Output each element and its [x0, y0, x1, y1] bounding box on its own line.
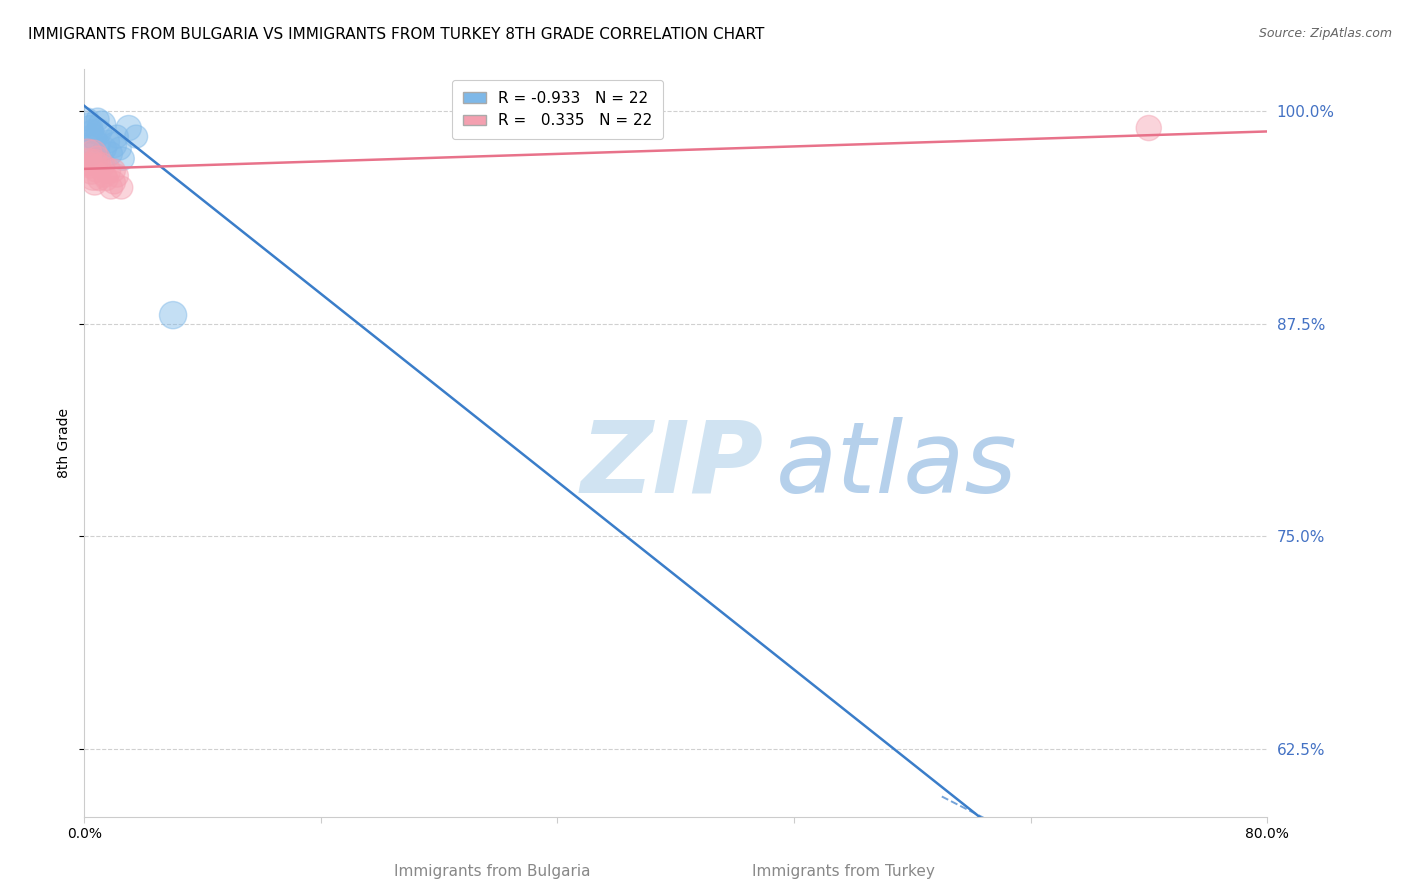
- Text: Immigrants from Turkey: Immigrants from Turkey: [752, 863, 935, 879]
- Point: [108, 141, 131, 155]
- Point: [813, 832, 835, 847]
- Point: [77, 118, 100, 132]
- Text: atlas: atlas: [776, 417, 1018, 514]
- Point: [103, 163, 125, 178]
- Point: [105, 169, 128, 183]
- Point: [125, 129, 148, 144]
- Point: [100, 180, 122, 194]
- Text: IMMIGRANTS FROM BULGARIA VS IMMIGRANTS FROM TURKEY 8TH GRADE CORRELATION CHART: IMMIGRANTS FROM BULGARIA VS IMMIGRANTS F…: [28, 27, 765, 42]
- Point: [79, 121, 101, 136]
- Y-axis label: 8th Grade: 8th Grade: [58, 408, 72, 478]
- Text: ZIP: ZIP: [581, 417, 763, 514]
- Point: [86, 152, 108, 166]
- Point: [97, 163, 120, 178]
- Point: [89, 159, 111, 173]
- Point: [110, 180, 132, 194]
- Point: [1137, 121, 1160, 136]
- Point: [89, 172, 111, 186]
- Point: [105, 129, 128, 144]
- Text: Immigrants from Bulgaria: Immigrants from Bulgaria: [394, 863, 591, 879]
- Point: [100, 146, 122, 161]
- Point: [91, 118, 114, 132]
- Text: Source: ZipAtlas.com: Source: ZipAtlas.com: [1258, 27, 1392, 40]
- Point: [82, 129, 104, 144]
- Point: [79, 159, 101, 173]
- Point: [76, 112, 98, 127]
- Point: [162, 308, 184, 322]
- Point: [82, 146, 104, 161]
- Point: [89, 124, 111, 138]
- Point: [118, 121, 141, 136]
- Point: [83, 176, 105, 190]
- Point: [83, 133, 105, 147]
- Point: [84, 163, 107, 178]
- Point: [83, 155, 105, 169]
- Point: [96, 172, 118, 186]
- Point: [80, 124, 103, 138]
- Point: [103, 138, 125, 153]
- Point: [94, 169, 117, 183]
- Point: [82, 169, 104, 183]
- Point: [80, 163, 103, 178]
- Point: [86, 112, 108, 127]
- Point: [94, 141, 117, 155]
- Point: [91, 159, 114, 173]
- Point: [76, 146, 98, 161]
- Point: [97, 135, 120, 149]
- Point: [111, 152, 134, 166]
- Point: [80, 146, 103, 161]
- Legend: R = -0.933   N = 22, R =   0.335   N = 22: R = -0.933 N = 22, R = 0.335 N = 22: [453, 80, 662, 139]
- Point: [103, 176, 125, 190]
- Point: [84, 138, 107, 153]
- Point: [77, 155, 100, 169]
